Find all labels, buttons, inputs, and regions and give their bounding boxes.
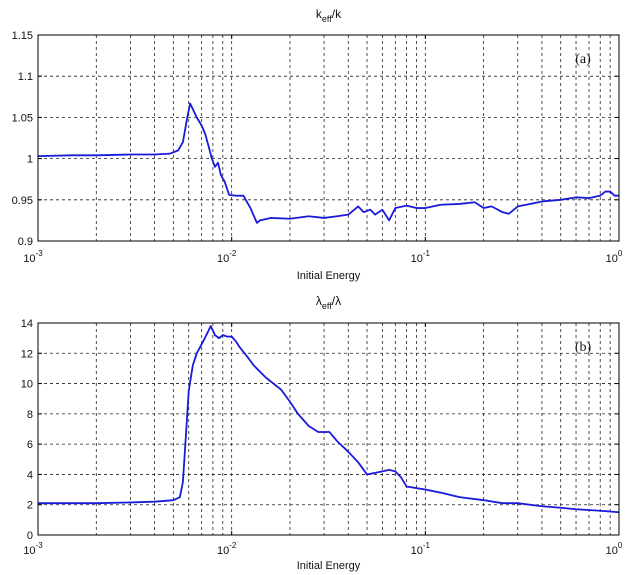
x-tick-label: 10-2 (217, 541, 237, 557)
panel-label: (a) (575, 52, 591, 67)
x-tick-label: 100 (606, 249, 623, 265)
panel-label: (b) (575, 340, 592, 355)
x-tick-label: 100 (606, 541, 623, 557)
y-tick-label: 1.05 (12, 112, 33, 124)
y-tick-label: 4 (27, 469, 33, 481)
chart-title: λeff/λ (316, 294, 341, 311)
y-tick-label: 6 (27, 439, 33, 451)
y-tick-label: 1.15 (12, 30, 33, 42)
x-axis-label: Initial Energy (297, 270, 361, 282)
series-line (37, 102, 619, 224)
y-tick-label: 10 (21, 379, 33, 391)
x-tick-label: 10-3 (23, 249, 43, 265)
plot-area-frame (37, 322, 620, 536)
x-tick-label: 10-2 (217, 249, 237, 265)
x-tick-label: 10-1 (411, 249, 431, 265)
y-tick-label: 0.9 (18, 236, 33, 248)
y-tick-label: 14 (21, 318, 33, 330)
chart-panel-b: 0 2 4 6 8 10 12 14 10-3 10-2 10-1 100 Initial Energy… (21, 294, 623, 572)
y-tick-label: 0 (27, 530, 33, 542)
chart-title: keff/k (316, 7, 342, 24)
y-tick-label: 1.1 (18, 71, 33, 83)
y-tick-label: 2 (27, 500, 33, 512)
x-tick-label: 10-1 (411, 541, 431, 557)
y-tick-label: 1 (27, 154, 33, 166)
y-tick-label: 0.95 (12, 195, 33, 207)
series-line (38, 325, 620, 514)
y-tick-label: 8 (27, 409, 33, 421)
plot-area-frame (37, 34, 620, 242)
y-tick-label: 12 (21, 348, 33, 360)
x-axis-label: Initial Energy (297, 560, 361, 572)
chart-panel-a: 0.9 0.95 1 1.05 1.1 1.15 10-3 10-2 10-1 100 Initia… (12, 7, 623, 282)
x-tick-label: 10-3 (23, 541, 43, 557)
